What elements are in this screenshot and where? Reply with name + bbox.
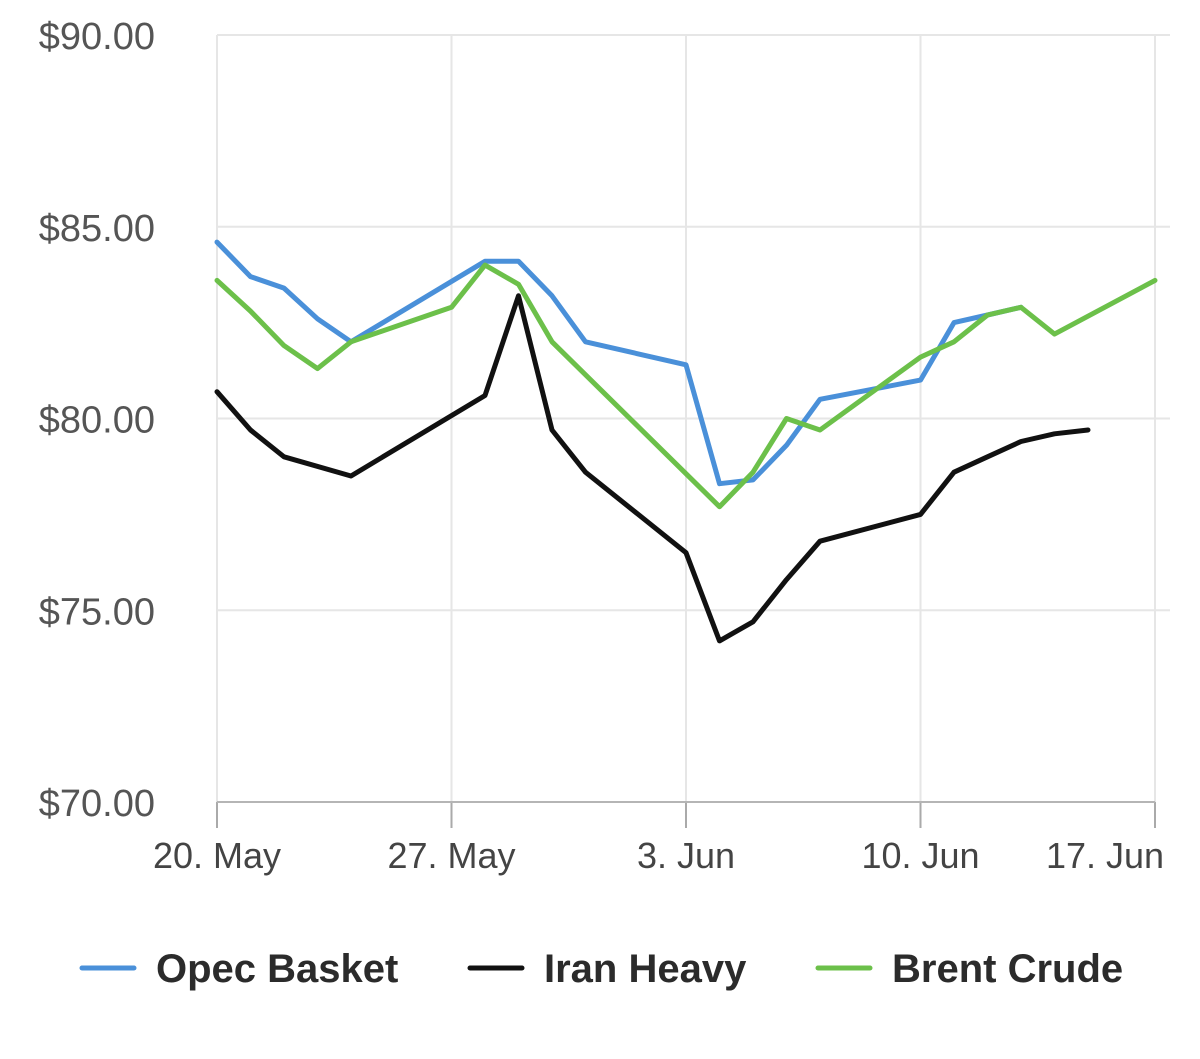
legend: Opec Basket Iran Heavy Brent Crude bbox=[79, 947, 1123, 991]
y-tick-label: $70.00 bbox=[39, 783, 155, 825]
series-line-brent-crude bbox=[214, 262, 1158, 510]
x-tick-label: 10. Jun bbox=[861, 835, 979, 876]
y-tick-label: $75.00 bbox=[39, 591, 155, 633]
y-tick-label: $80.00 bbox=[39, 400, 155, 442]
x-tick-label: 17. Jun bbox=[1046, 835, 1164, 876]
x-axis-labels: 20. May 27. May 3. Jun 10. Jun 17. Jun bbox=[153, 835, 1164, 876]
legend-label: Opec Basket bbox=[156, 947, 398, 991]
y-axis-labels: $90.00 $85.00 $80.00 $75.00 $70.00 bbox=[39, 16, 155, 825]
x-axis bbox=[216, 801, 1156, 828]
y-tick-label: $90.00 bbox=[39, 16, 155, 58]
legend-label: Iran Heavy bbox=[544, 947, 747, 991]
legend-item-brent-crude[interactable]: Brent Crude bbox=[815, 947, 1123, 991]
grid-lines bbox=[216, 34, 1170, 802]
x-tick-label: 3. Jun bbox=[637, 835, 735, 876]
y-tick-label: $85.00 bbox=[39, 208, 155, 250]
series-line-iran-heavy bbox=[214, 293, 1091, 644]
series-lines bbox=[214, 239, 1158, 644]
legend-label: Brent Crude bbox=[892, 947, 1123, 991]
legend-item-opec-basket[interactable]: Opec Basket bbox=[79, 947, 398, 991]
x-tick-label: 27. May bbox=[387, 835, 515, 876]
x-tick-label: 20. May bbox=[153, 835, 281, 876]
legend-item-iran-heavy[interactable]: Iran Heavy bbox=[467, 947, 747, 991]
series-line-opec-basket bbox=[214, 239, 1024, 487]
